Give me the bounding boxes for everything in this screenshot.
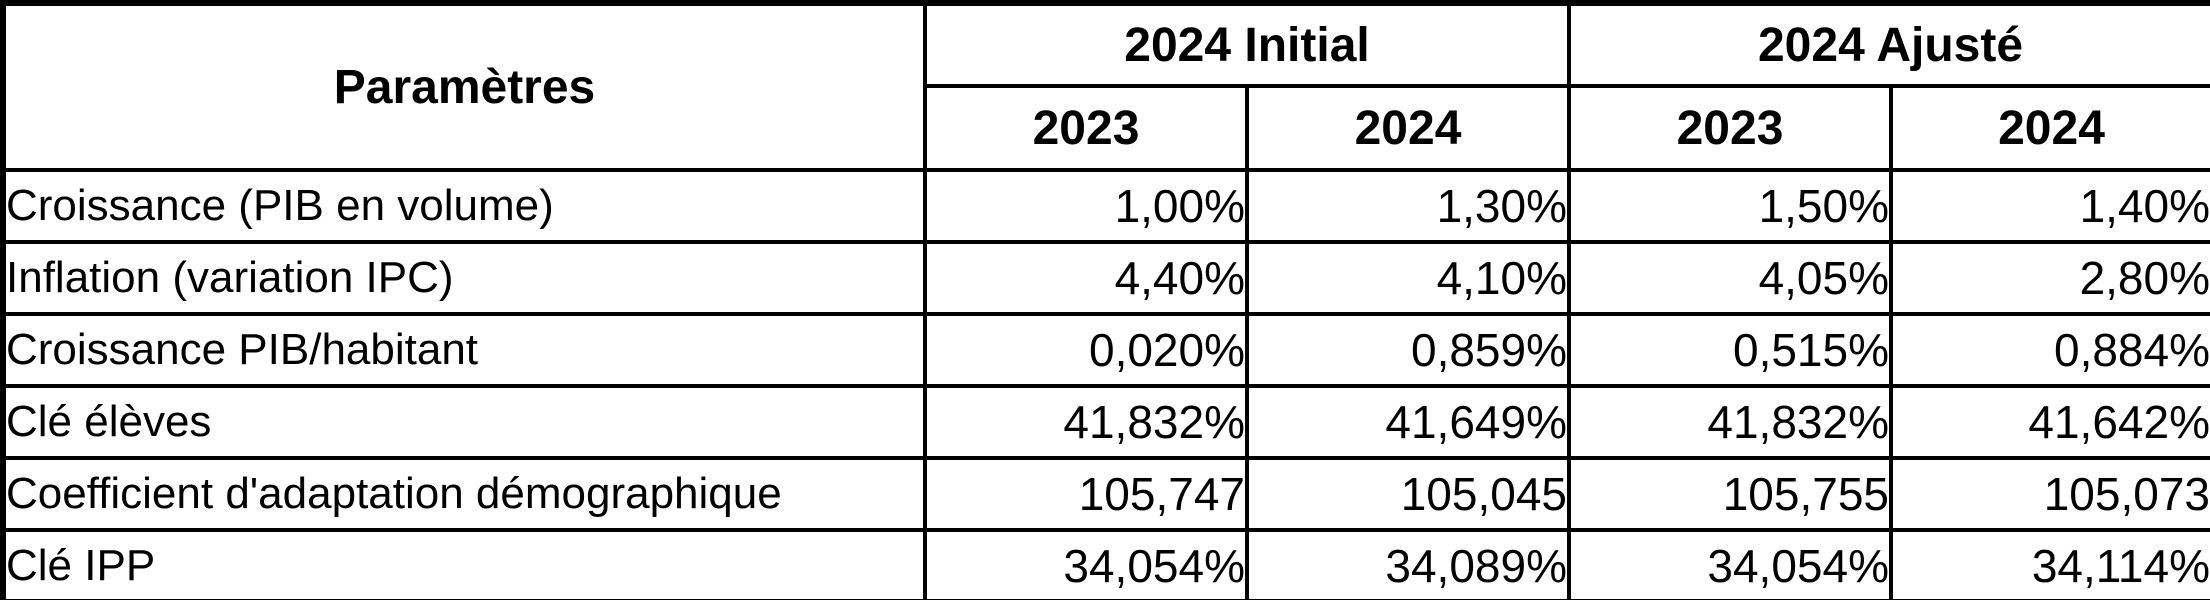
row-label: Coefficient d'adaptation démographique <box>1 456 927 532</box>
table-row-coefficient-demographique: Coefficient d'adaptation démographique 1… <box>1 456 2210 532</box>
year-header-ajuste-2023: 2023 <box>1567 84 1893 172</box>
value-cell: 34,054% <box>1567 528 1893 600</box>
value-cell: 105,045 <box>1245 456 1571 532</box>
row-label: Croissance (PIB en volume) <box>1 168 927 244</box>
value-cell: 4,10% <box>1245 240 1571 316</box>
year-header-ajuste-2024: 2024 <box>1889 84 2210 172</box>
table-row-inflation: Inflation (variation IPC) 4,40% 4,10% 4,… <box>1 240 2210 316</box>
group-header-row: Paramètres 2024 Initial 2024 Ajusté <box>1 1 2210 172</box>
value-cell: 41,642% <box>1889 384 2210 460</box>
value-cell: 0,859% <box>1245 312 1571 388</box>
value-cell: 2,80% <box>1889 240 2210 316</box>
value-cell: 41,832% <box>923 384 1249 460</box>
value-cell: 4,05% <box>1567 240 1893 316</box>
row-label: Inflation (variation IPC) <box>1 240 927 316</box>
group-header-ajuste: 2024 Ajusté <box>1567 1 2210 88</box>
value-cell: 1,00% <box>923 168 1249 244</box>
value-cell: 105,755 <box>1567 456 1893 532</box>
value-cell: 41,832% <box>1567 384 1893 460</box>
year-header-initial-2023: 2023 <box>923 84 1249 172</box>
value-cell: 0,020% <box>923 312 1249 388</box>
value-cell: 34,054% <box>923 528 1249 600</box>
group-header-initial: 2024 Initial <box>923 1 1571 88</box>
table-row-cle-eleves: Clé élèves 41,832% 41,649% 41,832% 41,64… <box>1 384 2210 460</box>
table-row-cle-ipp: Clé IPP 34,054% 34,089% 34,054% 34,114% <box>1 528 2210 600</box>
value-cell: 0,884% <box>1889 312 2210 388</box>
table-row-croissance-habitant: Croissance PIB/habitant 0,020% 0,859% 0,… <box>1 312 2210 388</box>
value-cell: 0,515% <box>1567 312 1893 388</box>
value-cell: 34,089% <box>1245 528 1571 600</box>
value-cell: 105,073 <box>1889 456 2210 532</box>
table-row-croissance-pib: Croissance (PIB en volume) 1,00% 1,30% 1… <box>1 168 2210 244</box>
value-cell: 105,747 <box>923 456 1249 532</box>
value-cell: 41,649% <box>1245 384 1571 460</box>
year-header-row: 2023 2024 2023 2024 <box>3 84 2210 172</box>
value-cell: 34,114% <box>1889 528 2210 600</box>
value-cell: 1,50% <box>1567 168 1893 244</box>
row-label: Clé IPP <box>1 528 927 600</box>
corner-header-cell: Paramètres <box>1 1 927 172</box>
row-label: Croissance PIB/habitant <box>1 312 927 388</box>
value-cell: 1,40% <box>1889 168 2210 244</box>
row-label: Clé élèves <box>1 384 927 460</box>
year-header-initial-2024: 2024 <box>1245 84 1571 172</box>
value-cell: 1,30% <box>1245 168 1571 244</box>
value-cell: 4,40% <box>923 240 1249 316</box>
